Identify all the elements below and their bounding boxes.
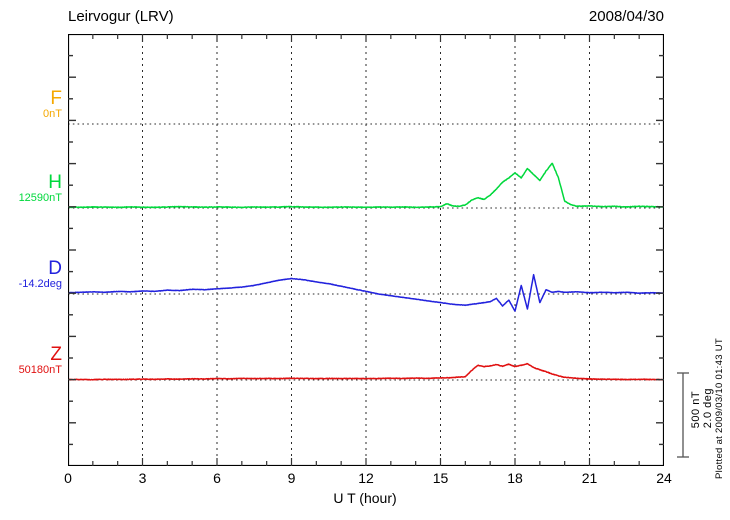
scale-bar-nT: 500 nT: [690, 390, 702, 429]
component-baseline-h: 12590nT: [18, 192, 62, 204]
component-label-z: Z 50180nT: [0, 345, 62, 377]
component-label-d: D -14.2deg: [0, 259, 62, 291]
x-tick-label: 15: [432, 470, 449, 486]
x-axis-title: U T (hour): [333, 490, 397, 506]
x-tick-label: 9: [287, 470, 296, 486]
axis-ticks: [68, 34, 664, 466]
x-tick-label: 6: [213, 470, 221, 486]
page-title: Leirvogur (LRV): [68, 8, 174, 25]
component-label-f: F 0nT: [0, 89, 62, 121]
component-symbol-h: H: [48, 172, 62, 193]
x-tick-label: 18: [507, 470, 523, 486]
scale-bar: [677, 372, 689, 458]
x-tick-label: 21: [581, 470, 598, 486]
scale-bar-deg: 2.0 deg: [702, 388, 714, 429]
data-traces: [68, 162, 664, 381]
component-symbol-z: Z: [50, 344, 62, 365]
x-tick-label: 3: [138, 470, 147, 486]
component-baseline-z: 50180nT: [18, 364, 62, 376]
x-tick-label: 24: [656, 470, 672, 486]
component-label-h: H 12590nT: [0, 173, 62, 205]
observation-date: 2008/04/30: [588, 8, 664, 25]
plot-area: [68, 34, 664, 466]
component-baseline-d: -14.2deg: [18, 278, 62, 290]
component-symbol-d: D: [48, 258, 62, 279]
plot-svg: [68, 34, 664, 466]
component-baseline-f: 0nT: [43, 108, 62, 120]
x-tick-label: 0: [64, 470, 72, 486]
vertical-gridlines: [142, 34, 590, 466]
scale-bar-label: 500 nT 2.0 deg: [690, 388, 714, 428]
x-tick-label: 12: [358, 470, 374, 486]
plotted-at-timestamp: Plotted at 2009/03/10 01:43 UT: [714, 338, 725, 480]
component-symbol-f: F: [50, 88, 62, 109]
